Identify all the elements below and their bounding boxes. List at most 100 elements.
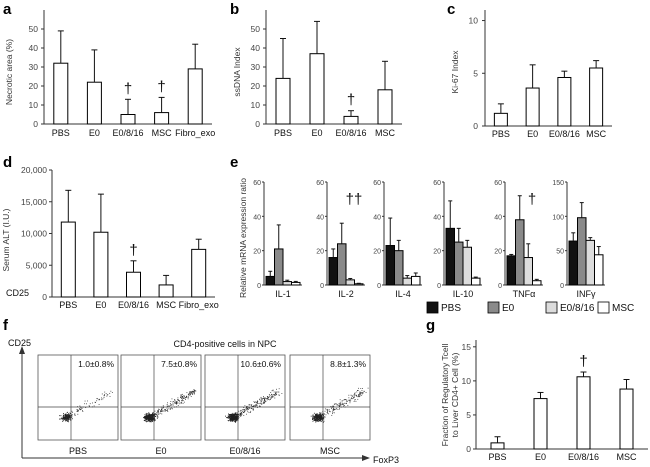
event-dot [334, 408, 336, 410]
panel-g-regulatory-tcell-chart: g Fraction of Regulatory Tcell to Liver … [426, 317, 648, 462]
event-dot [228, 414, 230, 416]
event-dot [360, 392, 361, 394]
y-tick-label: 40 [29, 43, 39, 53]
event-dot [153, 417, 155, 419]
event-dot [235, 413, 237, 415]
event-dot [194, 392, 196, 394]
event-dot [236, 414, 238, 416]
event-dot [332, 413, 333, 415]
event-dots [59, 390, 113, 423]
y-tick-label: 30 [251, 62, 261, 72]
event-dot [63, 415, 65, 417]
event-dot [177, 402, 179, 404]
event-dot [63, 418, 65, 420]
event-dot [261, 398, 263, 399]
event-dot [261, 401, 263, 403]
event-dot [253, 404, 255, 406]
event-dot [267, 396, 269, 398]
event-dot [67, 415, 69, 417]
y-tick-label: 5,000 [26, 260, 48, 270]
event-dot [160, 410, 162, 412]
event-dot [266, 398, 268, 400]
bar-E0/8/16 [557, 76, 572, 127]
event-dot [154, 418, 156, 420]
y-tick-label: 100 [552, 214, 564, 221]
event-dot [315, 418, 316, 420]
event-dot [174, 399, 176, 401]
event-dot [194, 390, 196, 392]
event-dot [157, 410, 159, 412]
event-dot [314, 416, 316, 418]
y-axis-label-line2: to Liver CD4+ Cell (%) [450, 352, 460, 437]
event-dot [266, 399, 268, 401]
y-tick-label: 0 [437, 283, 441, 290]
event-dot [275, 392, 277, 394]
event-dot [62, 418, 64, 420]
event-dot [328, 409, 330, 411]
event-dot [149, 418, 150, 419]
event-dot [267, 398, 268, 400]
event-dot [328, 413, 330, 415]
event-dot [169, 405, 170, 407]
event-dot [271, 393, 272, 395]
bar-MSC [594, 254, 604, 286]
event-dot [147, 414, 149, 416]
event-dot [167, 402, 168, 404]
treg-percent-PBS: 1.0±0.8% [78, 359, 114, 369]
panel-letter-a: a [3, 1, 12, 18]
event-dot [94, 401, 96, 403]
event-dot [239, 415, 241, 417]
event-dot [145, 415, 147, 417]
event-dot [152, 419, 154, 421]
event-dot [186, 392, 188, 394]
event-dot [148, 420, 150, 422]
event-dot [264, 399, 266, 400]
event-dot [331, 406, 333, 408]
event-dot [361, 392, 363, 393]
event-dot [228, 415, 230, 417]
event-dot [315, 415, 317, 417]
event-dot [152, 412, 153, 414]
bar-E0 [394, 250, 404, 286]
event-dot [363, 390, 365, 392]
event-dot [234, 420, 236, 421]
event-dot [321, 415, 323, 417]
event-dot [259, 402, 261, 404]
event-dot [176, 403, 177, 404]
event-dot [256, 402, 258, 403]
legend-label-E0/8/16: E0/8/16 [560, 303, 595, 314]
category-label-E0: E0 [311, 128, 322, 138]
event-dot [234, 417, 236, 419]
event-dot [60, 415, 62, 417]
y-tick-label: 20 [494, 249, 502, 256]
event-dot [251, 405, 252, 407]
event-dot [264, 398, 266, 399]
event-dot [252, 406, 254, 408]
event-dot [251, 408, 253, 409]
event-dot [146, 420, 148, 422]
event-dot [354, 392, 356, 394]
event-dot [225, 415, 226, 417]
event-dot [237, 415, 239, 417]
y-tick-label: 20 [251, 81, 261, 91]
event-dot [152, 419, 154, 420]
event-dot [234, 416, 236, 418]
event-dot [339, 405, 341, 407]
event-dot [322, 420, 323, 422]
event-dot [230, 415, 232, 417]
event-dot [176, 402, 178, 404]
event-dot [155, 416, 156, 418]
event-dot [162, 411, 164, 412]
cd25-label: CD25 [6, 288, 29, 298]
event-dot [248, 404, 250, 406]
event-dot [146, 421, 148, 423]
foxp3-axis-label: FoxP3 [373, 455, 399, 465]
event-dot [232, 414, 234, 416]
event-dot [232, 419, 234, 421]
event-dot [151, 421, 153, 422]
event-dot [349, 402, 351, 404]
event-dot [151, 417, 152, 419]
event-dot [152, 412, 154, 413]
event-dot [261, 404, 263, 405]
event-dot [160, 411, 162, 412]
